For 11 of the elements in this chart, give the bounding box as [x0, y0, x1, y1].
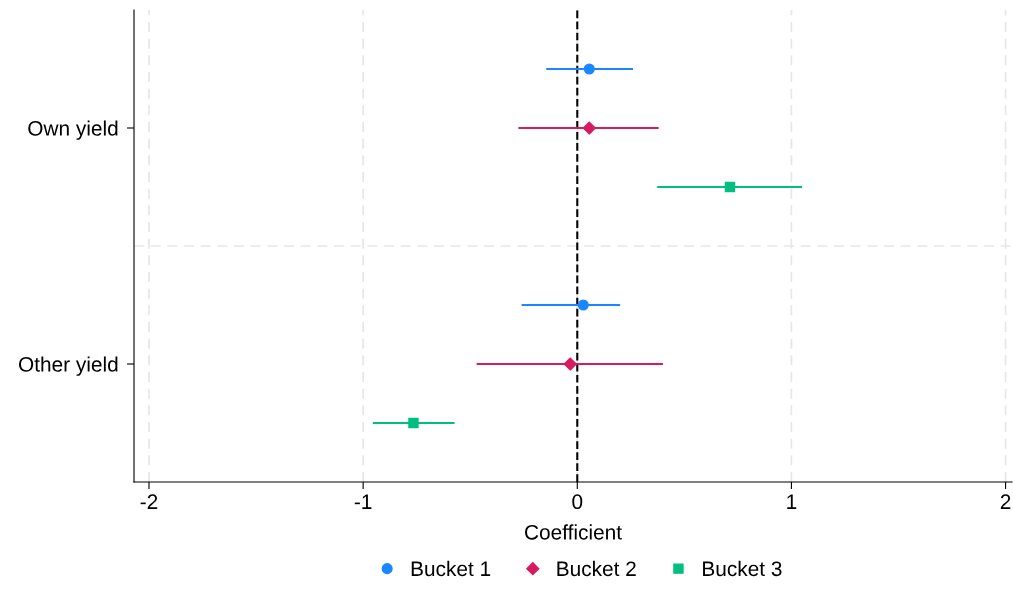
x-axis-title: Coefficient — [525, 524, 622, 540]
y-tick-label: Other yield — [18, 356, 118, 376]
x-tick-label: 0 — [572, 494, 583, 510]
x-tick-label: 1 — [787, 494, 797, 509]
x-tick-label: -1 — [354, 494, 372, 509]
legend-label: Bucket 1 — [411, 560, 491, 577]
x-tick-label: 2 — [1000, 494, 1011, 509]
legend-label: Bucket 3 — [703, 560, 782, 577]
legend-label: Bucket 2 — [557, 560, 636, 577]
y-tick-label: Own yield — [28, 120, 118, 140]
x-tick-label: -2 — [140, 494, 158, 509]
